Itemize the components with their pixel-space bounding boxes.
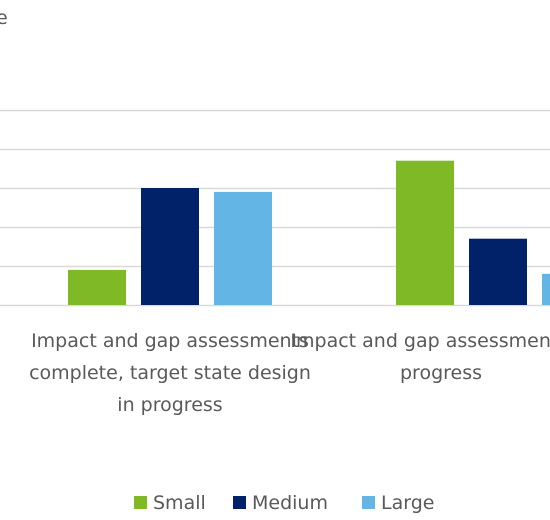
category-labels: Impact and gap assessments complete, targ… [29, 330, 550, 416]
bar-small-1 [396, 160, 454, 305]
legend-swatch-small [134, 496, 147, 509]
category-label-1-line-1: progress [400, 362, 482, 384]
category-label-0-line-0: Impact and gap assessments [31, 330, 309, 352]
gridlines [0, 109, 550, 307]
bar-small-0 [68, 269, 126, 305]
category-label-1-line-0: Impact and gap assessments in [290, 330, 550, 352]
legend-label-medium: Medium [252, 492, 328, 514]
legend-label-large: Large [381, 492, 434, 514]
legend-swatch-large [362, 496, 375, 509]
category-label-0-line-1: complete, target state design [29, 362, 311, 384]
legend-label-small: Small [153, 492, 206, 514]
category-label-0-line-2: in progress [117, 394, 222, 416]
legend-swatch-medium [233, 496, 246, 509]
bar-large-0 [214, 191, 272, 305]
bar-medium-1 [469, 238, 527, 305]
chart-title-fragment: e [0, 7, 8, 29]
bar-large-1 [542, 273, 550, 305]
legend: Small Medium Large [134, 492, 434, 514]
bar-medium-0 [141, 188, 199, 305]
bars [68, 160, 550, 305]
